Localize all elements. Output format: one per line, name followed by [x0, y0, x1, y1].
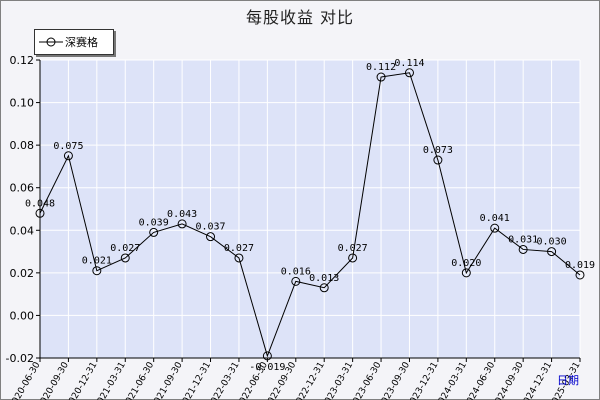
data-point [433, 155, 443, 165]
data-label: 0.112 [366, 62, 396, 73]
data-label: 0.037 [195, 222, 225, 233]
data-point [376, 72, 386, 82]
data-label: 0.027 [110, 243, 140, 254]
data-label: 0.013 [309, 273, 339, 284]
y-tick-label: 0.10 [10, 97, 35, 110]
data-point [177, 219, 187, 229]
y-tick-label: 0.12 [10, 54, 35, 67]
legend: 深赛格 [34, 29, 114, 55]
data-label: 0.041 [480, 213, 510, 224]
data-label: 0.043 [167, 209, 197, 220]
data-point [262, 351, 272, 361]
data-label: -0.019 [249, 362, 285, 373]
data-label: 0.031 [508, 234, 538, 245]
data-label: 0.027 [224, 243, 254, 254]
y-tick-label: 0.02 [10, 267, 35, 280]
data-point [518, 244, 528, 254]
legend-marker-icon [39, 37, 63, 47]
legend-label: 深赛格 [65, 36, 98, 49]
data-label: 0.027 [338, 243, 368, 254]
data-label: 0.048 [25, 198, 55, 209]
data-point [348, 253, 358, 263]
y-tick-label: 0.00 [10, 309, 35, 322]
data-point [547, 247, 557, 257]
data-point [404, 68, 414, 78]
plot-area [40, 60, 580, 358]
y-tick-label: -0.02 [6, 352, 34, 365]
data-label: 0.075 [53, 141, 83, 152]
data-label: 0.021 [82, 256, 112, 267]
data-point [291, 276, 301, 286]
data-label: 0.030 [537, 237, 567, 248]
data-point [206, 232, 216, 242]
data-point [63, 151, 73, 161]
data-point [234, 253, 244, 263]
x-axis-date-label: 日期 [557, 374, 579, 387]
data-label: 0.020 [451, 258, 481, 269]
data-point [461, 268, 471, 278]
data-point [490, 223, 500, 233]
data-label: 0.114 [394, 58, 424, 69]
data-label: 0.016 [281, 266, 311, 277]
data-point [575, 270, 585, 280]
data-point [120, 253, 130, 263]
chart-title: 每股收益 对比 [245, 8, 355, 27]
y-tick-label: 0.08 [10, 139, 35, 152]
data-label: 0.039 [139, 217, 169, 228]
data-point [149, 227, 159, 237]
y-tick-label: 0.06 [10, 182, 35, 195]
data-point [35, 208, 45, 218]
series-line [39, 72, 581, 358]
x-tick-label: 2020-06-30 [8, 360, 43, 400]
y-tick-label: 0.04 [10, 224, 35, 237]
data-label: 0.019 [565, 260, 595, 271]
data-point [319, 283, 329, 293]
data-label: 0.073 [423, 145, 453, 156]
data-point [92, 266, 102, 276]
